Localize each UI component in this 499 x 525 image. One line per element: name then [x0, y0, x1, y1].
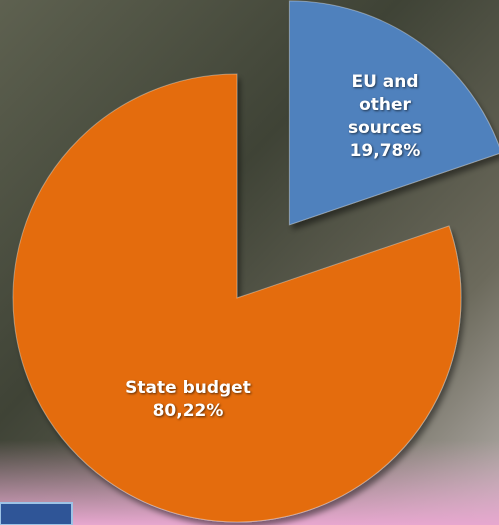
value-label: 80,22% — [152, 401, 224, 421]
category-label: EU and other sources — [347, 72, 422, 138]
corner-box — [0, 502, 73, 525]
category-label: State budget — [125, 378, 251, 398]
pie-slice — [12, 73, 462, 523]
pie — [12, 0, 499, 523]
slice-label: EU and other sources 19,78% — [310, 71, 460, 163]
pie-slice — [288, 0, 499, 226]
slice-label: State budget 80,22% — [113, 377, 263, 423]
value-label: 19,78% — [349, 141, 421, 161]
